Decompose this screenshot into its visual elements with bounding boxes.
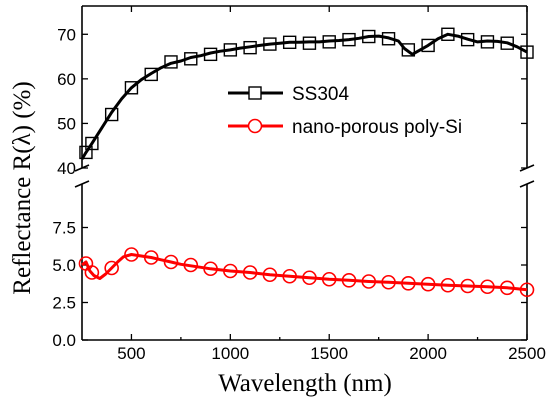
legend-marker-1: [247, 118, 263, 134]
series-marker-1: [143, 250, 159, 265]
series-marker-0: [124, 81, 139, 95]
y-tick-label-lower: 5.0: [52, 256, 76, 275]
series-marker-1: [242, 265, 258, 280]
series-marker-1: [381, 274, 396, 290]
y-tick-label-lower: 2.5: [52, 294, 76, 313]
y-tick-label-upper: 60: [57, 70, 76, 89]
x-tick-label: 500: [117, 344, 145, 363]
series-marker-0: [302, 36, 317, 50]
series-marker-0: [401, 43, 416, 57]
legend: SS304 nano-porous poly-Si: [228, 84, 462, 138]
axis-break-mark: [519, 180, 535, 188]
series-marker-0: [460, 32, 475, 47]
series-marker-0: [164, 55, 178, 69]
x-tick-label: 1000: [211, 344, 249, 363]
series-marker-1: [519, 282, 535, 298]
series-marker-0: [263, 37, 277, 51]
series-marker-0: [184, 52, 198, 66]
series-marker-0: [480, 35, 495, 49]
series-marker-1: [361, 274, 377, 289]
legend-marker-0: [248, 86, 262, 100]
series-marker-1: [183, 257, 199, 273]
series-marker-0: [144, 67, 158, 82]
y-tick-label-lower: 0.0: [52, 331, 76, 350]
series-marker-0: [203, 47, 218, 62]
series-marker-0: [441, 27, 455, 41]
axes-layer: 500 1000 1500 2000 2500 40 50 60 70 0.0 2.5 5.0 7.5: [52, 5, 546, 363]
series-marker-1: [440, 277, 456, 293]
axis-break-mark: [74, 180, 90, 188]
y-tick-label-upper: 50: [57, 114, 76, 133]
series-line-0: [80, 32, 528, 160]
series-marker-0: [381, 32, 396, 46]
x-tick-label: 2500: [508, 344, 546, 363]
series-marker-1: [203, 261, 218, 277]
series-marker-1: [341, 272, 357, 288]
series-line-1: [81, 253, 528, 292]
series-marker-1: [499, 280, 515, 296]
y-tick-label-lower: 7.5: [52, 219, 76, 238]
series-marker-1: [223, 263, 238, 279]
series-marker-1: [262, 267, 278, 283]
x-tick-label: 2000: [409, 344, 447, 363]
series-marker-1: [420, 276, 436, 292]
y-tick-label-upper: 40: [57, 159, 76, 178]
series-marker-1: [401, 275, 416, 291]
legend-label-1: nano-porous poly-Si: [292, 117, 462, 138]
series-marker-1: [282, 268, 297, 284]
series-marker-0: [362, 29, 376, 44]
series-marker-0: [223, 43, 238, 57]
series-marker-0: [520, 45, 534, 59]
series-marker-1: [163, 254, 179, 270]
series-marker-1: [460, 278, 475, 294]
series-marker-1: [480, 279, 495, 295]
series-marker-1: [124, 247, 139, 262]
series-marker-0: [282, 35, 297, 50]
series-marker-0: [243, 40, 257, 55]
series-marker-1: [104, 260, 119, 276]
series-marker-1: [302, 270, 317, 286]
data-layer: [78, 27, 535, 298]
series-marker-0: [500, 36, 514, 50]
series-marker-0: [322, 35, 336, 49]
y-axis-title: Reflectance R(λ) (%): [9, 81, 36, 294]
series-marker-0: [342, 32, 356, 47]
legend-label-0: SS304: [292, 84, 349, 105]
series-marker-0: [85, 136, 99, 151]
y-tick-label-upper: 70: [57, 25, 76, 44]
series-marker-0: [421, 38, 435, 53]
series-marker-1: [84, 265, 100, 280]
x-axis-title: Wavelength (nm): [218, 370, 392, 397]
series-marker-1: [321, 271, 337, 287]
series-marker-0: [104, 107, 119, 122]
x-tick-label: 1500: [310, 344, 348, 363]
